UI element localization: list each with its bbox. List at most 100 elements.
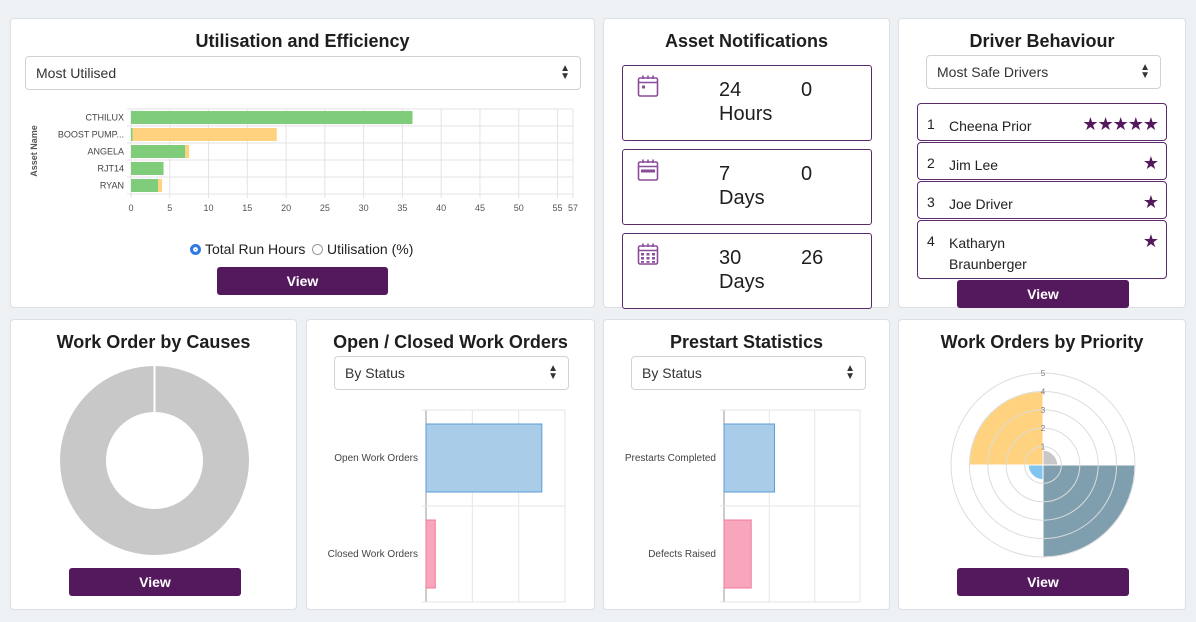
- bar: [158, 179, 163, 192]
- notification-unit: Days: [719, 271, 765, 293]
- notification-7-days[interactable]: 7 Days 0: [622, 149, 872, 225]
- notification-count: 0: [801, 79, 813, 101]
- x-tick-label: 15: [242, 203, 252, 213]
- y-axis-label: Asset Name: [29, 125, 39, 177]
- x-tick-label: 30: [359, 203, 369, 213]
- utilisation-card: Utilisation and Efficiency Most Utilised…: [10, 18, 595, 308]
- grid-ring: [1024, 446, 1062, 484]
- x-tick-label: 25: [320, 203, 330, 213]
- y-tick-label: Closed Work Orders: [328, 549, 418, 560]
- open-closed-title: Open / Closed Work Orders: [333, 332, 568, 352]
- chevron-updown-icon: ▲ ▼: [845, 363, 855, 382]
- priority-polar-chart: 1 2 3 4 5: [950, 369, 1136, 558]
- driver-rank: 3: [927, 194, 935, 210]
- x-tick-label: 40: [436, 203, 446, 213]
- driver-row[interactable]: 2 Jim Lee ★: [917, 142, 1167, 180]
- x-tick-label: 35: [397, 203, 407, 213]
- notification-count: 26: [801, 247, 824, 269]
- polar-slice: [968, 390, 1044, 466]
- x-tick-label: 45: [475, 203, 485, 213]
- y-tick-label: Prestarts Completed: [625, 453, 716, 464]
- causes-view-button[interactable]: View: [69, 568, 241, 596]
- bar: [723, 519, 752, 589]
- causes-card: Work Order by Causes View: [10, 319, 297, 610]
- r-tick-label: 5: [1041, 369, 1046, 378]
- x-tick-label: 5: [167, 203, 172, 213]
- prestart-select[interactable]: By Status ▲ ▼: [631, 356, 866, 390]
- polar-slice: [1042, 464, 1136, 558]
- y-tick-label: BOOST PUMP...: [58, 130, 124, 140]
- x-tick-label: 10: [204, 203, 214, 213]
- polar-slice: [1027, 464, 1044, 481]
- notifications-card: Asset Notifications 24 Hours 0 7 Days 0: [603, 18, 890, 309]
- y-tick-label: Defects Raised: [648, 549, 716, 560]
- r-tick-label: 3: [1041, 406, 1046, 415]
- star-rating-icon: ★★★★★: [1082, 114, 1159, 134]
- y-tick-label: CTHILUX: [85, 113, 124, 123]
- utilisation-select-value: Most Utilised: [36, 65, 117, 81]
- bar: [131, 162, 164, 175]
- driver-title: Driver Behaviour: [969, 31, 1115, 51]
- radio-run-hours-label: Total Run Hours: [205, 241, 306, 257]
- priority-view-button[interactable]: View: [957, 568, 1129, 596]
- star-rating-icon: ★: [1142, 231, 1159, 251]
- r-tick-label: 1: [1041, 443, 1046, 452]
- bar: [131, 111, 413, 124]
- driver-rank: 2: [927, 155, 935, 171]
- causes-donut-chart: [60, 366, 249, 555]
- chevron-updown-icon: ▲ ▼: [1140, 62, 1150, 81]
- radio-utilisation[interactable]: Utilisation (%): [312, 241, 413, 257]
- calendar-month-icon: [637, 243, 659, 265]
- notification-count: 0: [801, 163, 813, 185]
- open-closed-select[interactable]: By Status ▲ ▼: [334, 356, 569, 390]
- polar-slice: [1042, 449, 1059, 466]
- driver-rank: 4: [927, 233, 935, 249]
- y-tick-label: ANGELA: [87, 147, 124, 157]
- notification-30-days[interactable]: 30 Days 26: [622, 233, 872, 309]
- utilisation-select[interactable]: Most Utilised ▲ ▼: [25, 56, 581, 90]
- radio-unselected-icon: [312, 243, 323, 255]
- r-tick-label: 4: [1041, 387, 1046, 396]
- driver-row[interactable]: 3 Joe Driver ★: [917, 181, 1167, 219]
- utilisation-title: Utilisation and Efficiency: [195, 31, 410, 51]
- priority-title: Work Orders by Priority: [940, 332, 1144, 352]
- driver-select-value: Most Safe Drivers: [937, 64, 1049, 80]
- driver-row[interactable]: 1 Cheena Prior ★★★★★: [917, 103, 1167, 141]
- notification-24-hours[interactable]: 24 Hours 0: [622, 65, 872, 141]
- notification-num: 30: [719, 247, 742, 269]
- radio-run-hours[interactable]: Total Run Hours: [190, 241, 305, 257]
- bar: [131, 145, 186, 158]
- star-rating-icon: ★: [1142, 192, 1159, 212]
- grid-ring: [968, 390, 1118, 540]
- notification-num: 24: [719, 79, 742, 101]
- utilisation-chart: CTHILUX BOOST PUMP... ANGELA RJT14 RYAN 0 5 10…: [29, 108, 578, 213]
- calendar-day-icon: [637, 75, 659, 97]
- driver-view-button[interactable]: View: [957, 280, 1129, 308]
- notification-unit: Days: [719, 187, 765, 209]
- open-closed-select-value: By Status: [345, 365, 405, 381]
- chevron-updown-icon: ▲ ▼: [548, 363, 558, 382]
- prestart-title: Prestart Statistics: [669, 332, 824, 352]
- driver-name: Jim Lee: [949, 157, 999, 173]
- radio-selected-icon: [190, 243, 201, 255]
- causes-title: Work Order by Causes: [56, 332, 251, 352]
- driver-row[interactable]: 4 Katharyn Braunberger ★: [917, 220, 1167, 279]
- radio-utilisation-label: Utilisation (%): [327, 241, 414, 257]
- bar: [185, 145, 190, 158]
- priority-card: Work Orders by Priority 1 2 3 4 5 View: [898, 319, 1186, 610]
- notifications-title: Asset Notifications: [664, 31, 829, 51]
- notification-num: 7: [719, 163, 731, 185]
- open-closed-card: Open / Closed Work Orders By Status ▲ ▼ O…: [306, 319, 595, 610]
- utilisation-view-button[interactable]: View: [217, 267, 388, 295]
- driver-select[interactable]: Most Safe Drivers ▲ ▼: [926, 55, 1161, 89]
- x-tick-label: 20: [281, 203, 291, 213]
- grid-ring: [1005, 427, 1081, 503]
- grid-ring: [950, 372, 1136, 558]
- x-tick-label: 50: [514, 203, 524, 213]
- driver-rank: 1: [927, 116, 935, 132]
- prestart-card: Prestart Statistics By Status ▲ ▼ Prestar…: [603, 319, 890, 610]
- y-tick-label: RJT14: [97, 164, 124, 174]
- y-tick-label: RYAN: [100, 181, 124, 191]
- x-tick-label: 57: [568, 203, 578, 213]
- bar: [132, 128, 277, 141]
